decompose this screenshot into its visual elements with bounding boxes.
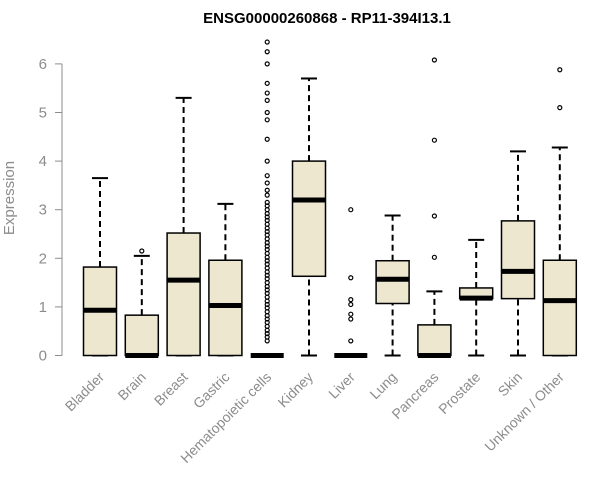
- box-group: [124, 248, 160, 358]
- box-group: [542, 67, 578, 357]
- chart-title: ENSG00000260868 - RP11-394I13.1: [203, 10, 451, 27]
- outlier-point: [348, 311, 354, 317]
- outlier-point: [264, 97, 270, 103]
- outlier-point: [348, 207, 354, 213]
- outlier-point: [348, 301, 354, 308]
- box-rect: [542, 259, 578, 357]
- x-tick-label: Skin: [495, 369, 526, 400]
- box-rect: [166, 232, 201, 357]
- outlier-point: [348, 297, 354, 303]
- outlier-point: [264, 117, 270, 123]
- box-group: [291, 77, 327, 357]
- outlier-point: [431, 213, 437, 219]
- outlier-point: [557, 105, 563, 111]
- box-group: [334, 207, 368, 358]
- outlier-point: [264, 199, 270, 206]
- outlier-point: [264, 61, 270, 67]
- outlier-point: [264, 180, 270, 186]
- y-tick-label: 0: [39, 348, 47, 365]
- outlier-point: [139, 248, 145, 254]
- boxes-layer: [82, 39, 578, 358]
- outlier-point: [264, 39, 270, 45]
- outlier-point: [264, 187, 270, 193]
- outlier-point: [264, 90, 270, 96]
- box-rect: [500, 220, 536, 300]
- box-rect: [417, 324, 452, 357]
- outlier-point: [264, 173, 270, 179]
- box-rect: [291, 160, 327, 278]
- outlier-point: [348, 316, 354, 322]
- y-axis: 0 1 2 3 4 5 6: [39, 56, 63, 365]
- box-group: [208, 202, 243, 357]
- box-group: [166, 96, 201, 357]
- box-group: [250, 39, 284, 358]
- box-group: [375, 214, 410, 357]
- x-tick-label: Prostate: [435, 369, 483, 417]
- box-group: [458, 238, 494, 357]
- outlier-point: [264, 109, 270, 116]
- box-group: [500, 150, 536, 357]
- x-tick-label: Kidney: [275, 369, 317, 411]
- y-tick-label: 1: [39, 299, 47, 316]
- outlier-point: [348, 275, 354, 281]
- y-tick-label: 2: [39, 250, 47, 267]
- x-tick-label: Liver: [325, 369, 358, 402]
- outlier-point: [264, 192, 270, 198]
- outlier-point: [431, 57, 437, 63]
- x-tick-label: Brain: [114, 369, 148, 403]
- outlier-point: [431, 137, 437, 143]
- x-tick-label: Bladder: [62, 369, 108, 415]
- outlier-point: [264, 158, 270, 164]
- outlier-point: [264, 136, 270, 142]
- box-group: [82, 177, 118, 357]
- x-tick-label: Unknown / Other: [481, 369, 567, 455]
- y-tick-label: 4: [39, 153, 47, 170]
- x-tick-label: Lung: [366, 369, 399, 402]
- outlier-point: [431, 254, 437, 260]
- y-axis-label: Expression: [1, 161, 18, 235]
- y-tick-label: 6: [39, 56, 47, 73]
- y-tick-label: 5: [39, 105, 47, 122]
- outlier-point: [264, 80, 270, 86]
- box-group: [417, 57, 452, 358]
- outlier-point: [557, 67, 563, 73]
- box-rect: [124, 314, 160, 357]
- outlier-point: [348, 338, 354, 344]
- box-rect: [375, 259, 410, 305]
- y-tick-label: 3: [39, 202, 47, 219]
- outlier-point: [264, 49, 270, 55]
- x-tick-label: Breast: [151, 369, 191, 409]
